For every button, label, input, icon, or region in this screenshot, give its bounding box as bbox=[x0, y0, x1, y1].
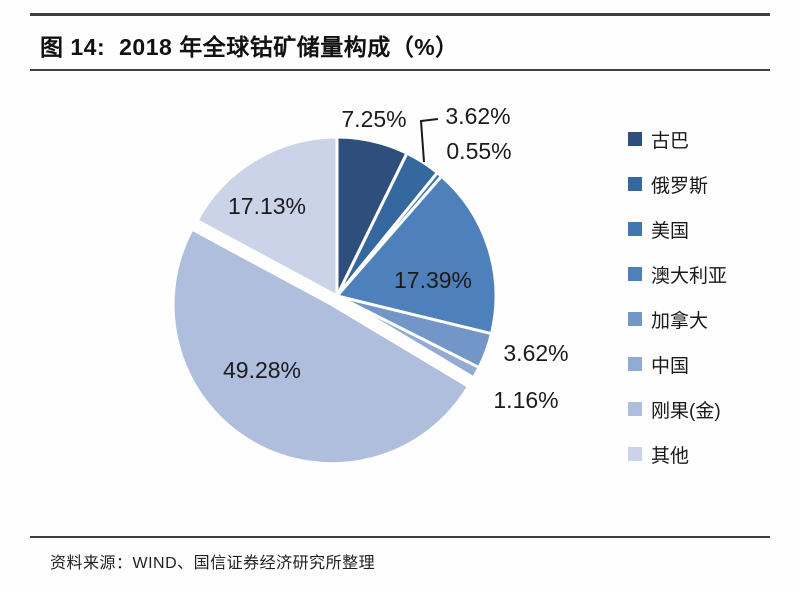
legend-swatch-icon bbox=[628, 267, 642, 281]
data-label-4: 17.39% bbox=[394, 267, 472, 293]
legend-item-1: 古巴 bbox=[628, 127, 727, 152]
legend-label: 中国 bbox=[651, 355, 690, 377]
figure-title-text: 2018 年全球钴矿储量构成（%） bbox=[119, 34, 459, 60]
legend-swatch-icon bbox=[628, 402, 642, 416]
legend-swatch-icon bbox=[628, 357, 642, 371]
data-label-5: 3.62% bbox=[503, 340, 568, 366]
legend-item-4: 澳大利亚 bbox=[628, 262, 728, 287]
legend-swatch-icon bbox=[628, 312, 642, 326]
legend-item-8: 其他 bbox=[628, 442, 727, 467]
data-label-3: 0.55% bbox=[446, 138, 511, 164]
legend-label: 美国 bbox=[651, 220, 690, 242]
legend-item-6: 中国 bbox=[628, 352, 727, 377]
legend-label: 加拿大 bbox=[651, 310, 709, 332]
legend-item-2: 俄罗斯 bbox=[628, 172, 727, 197]
top-rule bbox=[30, 13, 770, 16]
legend-label: 其他 bbox=[651, 445, 690, 467]
legend-swatch-icon bbox=[628, 177, 642, 191]
legend-label: 俄罗斯 bbox=[651, 175, 709, 197]
data-label-7: 49.28% bbox=[223, 357, 301, 383]
pie-slice-6 bbox=[335, 294, 481, 380]
pie-slice-8 bbox=[195, 135, 339, 298]
source-note: 资料来源：WIND、国信证券经济研究所整理 bbox=[50, 555, 376, 572]
data-label-8: 17.13% bbox=[228, 193, 306, 219]
data-label-2: 3.62% bbox=[445, 103, 510, 129]
figure-title: 图 14: 2018 年全球钴矿储量构成（%） bbox=[40, 28, 459, 62]
legend-label: 澳大利亚 bbox=[651, 265, 728, 287]
legend-swatch-icon bbox=[628, 132, 642, 146]
legend-label: 古巴 bbox=[651, 130, 690, 152]
legend-item-3: 美国 bbox=[628, 217, 727, 242]
legend-swatch-icon bbox=[628, 222, 642, 236]
legend-swatch-icon bbox=[628, 447, 642, 461]
pie-slice-7 bbox=[171, 227, 470, 466]
legend-item-7: 刚果(金) bbox=[628, 397, 727, 422]
data-label-6: 1.16% bbox=[493, 387, 558, 413]
pie-slice-4 bbox=[335, 174, 498, 336]
footer-rule bbox=[30, 536, 770, 538]
legend-label: 刚果(金) bbox=[651, 400, 721, 422]
data-label-1: 7.25% bbox=[341, 106, 406, 132]
legend-item-5: 加拿大 bbox=[628, 307, 727, 332]
legend: 古巴俄罗斯美国澳大利亚加拿大中国刚果(金) 其他 bbox=[628, 127, 727, 487]
label-leader-line bbox=[419, 118, 439, 163]
figure-number: 图 14: bbox=[40, 34, 106, 60]
title-divider-rule bbox=[30, 69, 770, 71]
